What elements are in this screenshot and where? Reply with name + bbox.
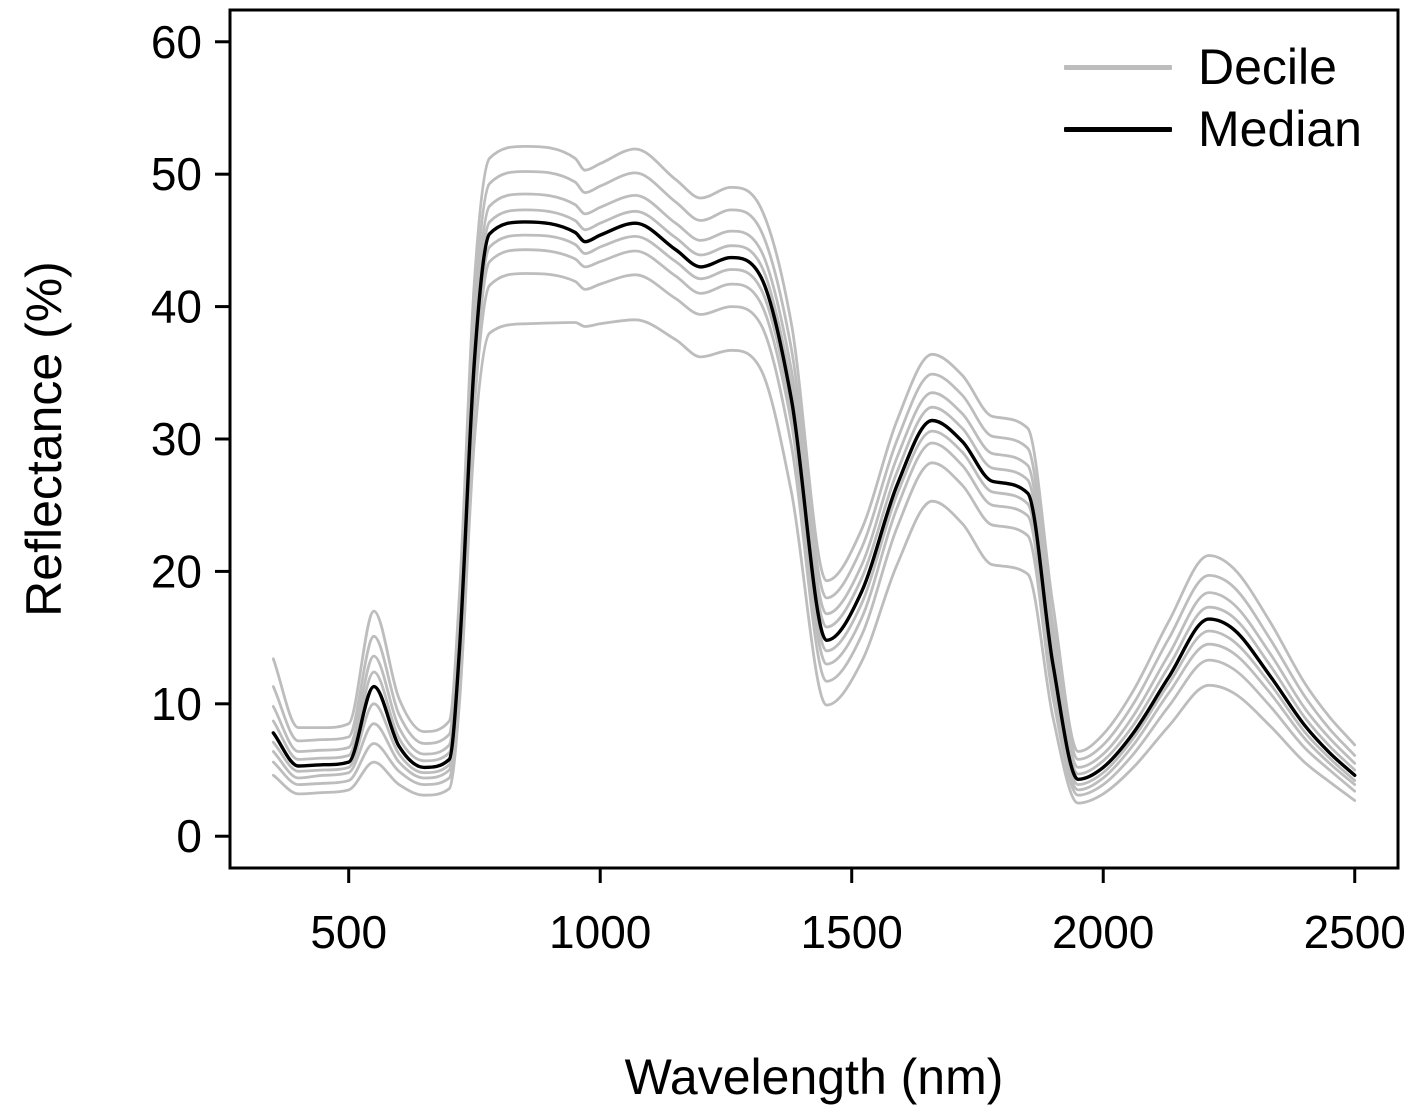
y-tick-label: 30 (151, 413, 202, 465)
legend-row-decile: Decile (1064, 36, 1362, 98)
legend-median-label: Median (1198, 101, 1362, 157)
y-tick-label: 20 (151, 545, 202, 597)
decile-line-decile_90 (271, 145, 1357, 753)
y-tick-label: 50 (151, 148, 202, 200)
x-tick-label: 1000 (549, 906, 651, 958)
y-tick-label: 60 (151, 16, 202, 68)
x-tick-label: 500 (310, 906, 387, 958)
decile-line-decile_20 (271, 272, 1357, 797)
legend-decile-line-sample-icon (1064, 64, 1172, 70)
decile-line-decile_30 (271, 248, 1357, 792)
decile-line-decile_60 (271, 208, 1357, 776)
decile-line-decile_80 (271, 170, 1357, 761)
decile-line-decile_70 (271, 192, 1357, 769)
y-tick-label: 0 (176, 810, 202, 862)
x-tick-label: 2000 (1052, 906, 1154, 958)
x-tick-label: 1500 (801, 906, 903, 958)
median-line (271, 220, 1357, 781)
x-tick-label: 2500 (1304, 906, 1406, 958)
x-axis-title: Wavelength (nm) (624, 1049, 1004, 1105)
legend-median-line-sample-icon (1064, 126, 1172, 132)
y-tick-label: 40 (151, 281, 202, 333)
y-tick-label: 10 (151, 678, 202, 730)
decile-line-decile_10 (271, 318, 1357, 805)
legend: Decile Median (1064, 36, 1362, 160)
series-lines (271, 145, 1357, 805)
y-axis-title: Reflectance (%) (16, 261, 72, 617)
axes: 500 1000 1500 2000 2500 0 10 20 30 40 50 60 (151, 8, 1406, 958)
legend-row-median: Median (1064, 98, 1362, 160)
decile-line-decile_40 (271, 233, 1357, 786)
legend-decile-label: Decile (1198, 39, 1337, 95)
